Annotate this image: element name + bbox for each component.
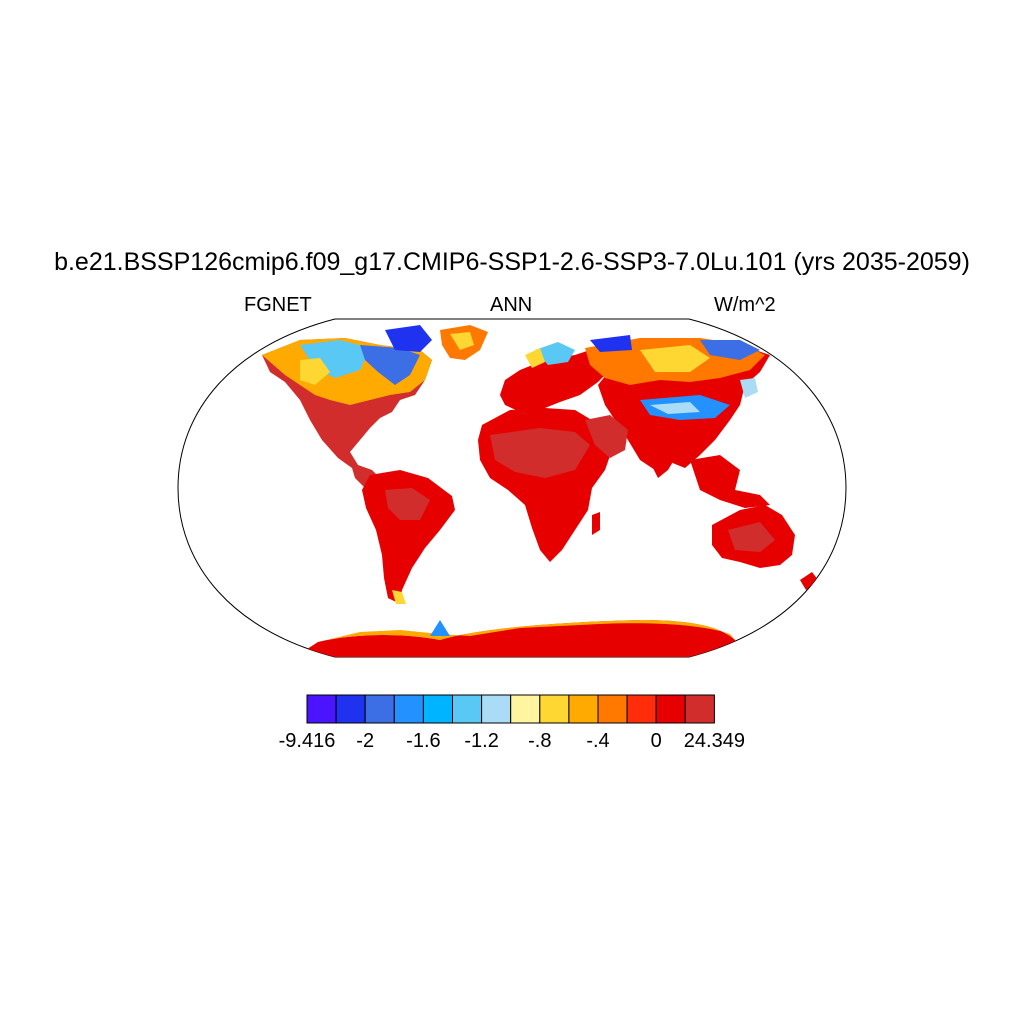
colorbar-tick-label: 0: [650, 730, 662, 752]
colorbar-swatch: [452, 694, 483, 724]
colorbar-tick-label: -.4: [586, 730, 610, 752]
siberia-cold-west: [590, 335, 632, 352]
kamchatka-cool: [740, 378, 758, 398]
units-label: W/m^2: [714, 294, 776, 316]
siberia-warm-patch: [640, 345, 710, 372]
colorbar-swatch: [626, 694, 657, 724]
colorbar-swatch: [481, 694, 512, 724]
landmass-india: [640, 432, 680, 478]
australia-interior: [728, 522, 775, 552]
central-asia-light: [650, 402, 700, 414]
colorbar: [306, 694, 715, 724]
scandinavia-warm: [525, 348, 545, 368]
colorbar-swatch: [510, 694, 541, 724]
colorbar-swatch: [364, 694, 395, 724]
season-label: ANN: [490, 294, 533, 316]
antarctica-coast-warm: [318, 620, 735, 642]
variable-label: FGNET: [244, 294, 312, 316]
colorbar-swatch: [655, 694, 686, 724]
colorbar-tick-label: -2: [356, 730, 375, 752]
colorbar-tick-label: 24.349: [683, 730, 745, 752]
colorbar-tick-label: -.8: [528, 730, 552, 752]
landmass-south-america: [362, 470, 455, 604]
africa-sahara: [490, 428, 590, 478]
colorbar-swatch: [597, 694, 628, 724]
colorbar-swatch: [422, 694, 453, 724]
landmass-arabia: [585, 415, 628, 458]
colorbar-swatch: [539, 694, 570, 724]
colorbar-swatch: [568, 694, 599, 724]
landmass-southeast-asia: [690, 455, 770, 508]
north-america-warm: [300, 358, 330, 385]
colorbar-tick-label: -1.6: [406, 730, 441, 752]
map-title: b.e21.BSSP126cmip6.f09_g17.CMIP6-SSP1-2.…: [54, 248, 970, 276]
colorbar-tick-label: -1.2: [464, 730, 499, 752]
south-america-interior: [385, 488, 430, 520]
colorbar-swatch: [335, 694, 366, 724]
landmass-madagascar: [592, 512, 600, 535]
landmass-europe: [500, 355, 610, 412]
landmass-antarctica: [290, 620, 740, 657]
colorbar-swatch: [684, 694, 715, 724]
landmass-new-zealand: [800, 572, 818, 590]
colorbar-tick-label: -9.416: [278, 730, 336, 752]
north-america-cold-b: [360, 345, 420, 385]
south-america-tip: [392, 590, 406, 604]
greenland-interior: [450, 332, 474, 350]
scandinavia-cool: [535, 342, 575, 365]
siberia-cold-east: [700, 340, 760, 360]
colorbar-swatch: [393, 694, 424, 724]
colorbar-swatch: [306, 694, 337, 724]
north-america-cold-c: [385, 325, 432, 352]
antarctica-coast-cool: [430, 620, 450, 636]
